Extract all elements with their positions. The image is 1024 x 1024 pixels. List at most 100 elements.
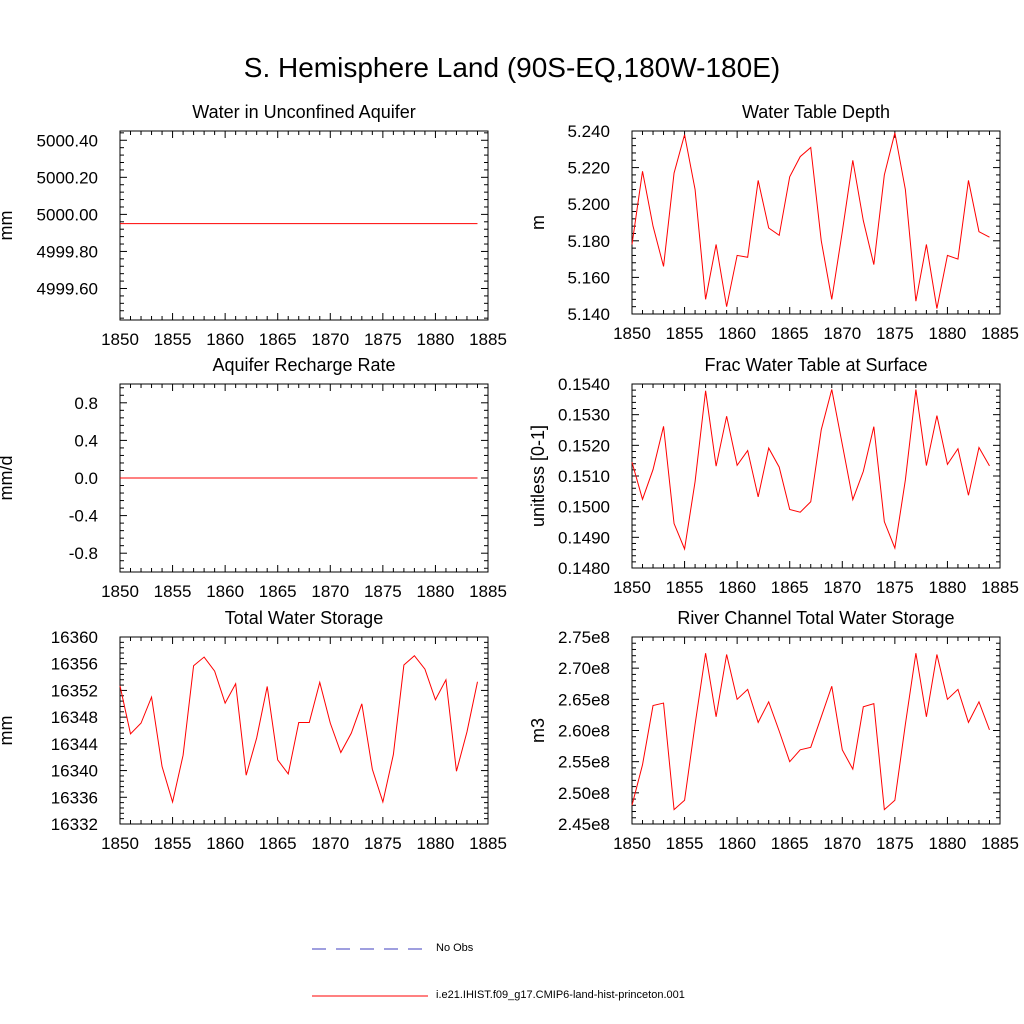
x-tick-label: 1855 <box>154 834 192 853</box>
plot-frame <box>631 636 1001 825</box>
x-tick-label: 1885 <box>469 834 507 853</box>
x-tick-label: 1875 <box>876 834 914 853</box>
x-tick-label: 1870 <box>311 582 349 601</box>
x-tick-label: 1855 <box>154 330 192 349</box>
panel-water-table-depth: Water Table Depth 1850 1855 1860 1865 1870 187… <box>528 102 1019 343</box>
x-tick-label: 1860 <box>718 324 756 343</box>
y-tick-label: 2.65e8 <box>558 690 610 709</box>
y-tick-label: 0.0 <box>74 469 98 488</box>
x-tick-label: 1875 <box>876 324 914 343</box>
y-tick-label: 0.1510 <box>558 467 610 486</box>
x-tick-label: 1870 <box>311 834 349 853</box>
y-tick-label: -0.8 <box>69 544 98 563</box>
x-tick-label: 1870 <box>823 834 861 853</box>
x-tick-label: 1875 <box>364 834 402 853</box>
x-tick-label: 1860 <box>206 330 244 349</box>
x-tick-label: 1860 <box>206 834 244 853</box>
y-axis-label: mm <box>0 211 16 241</box>
y-tick-label: 16348 <box>51 708 98 727</box>
x-tick-label: 1850 <box>101 330 139 349</box>
panel-title: Water Table Depth <box>742 102 890 122</box>
series-line <box>631 389 990 551</box>
y-tick-label: 16356 <box>51 655 98 674</box>
x-tick-label: 1865 <box>771 578 809 597</box>
series-line <box>119 654 478 804</box>
x-tick-label: 1880 <box>417 834 455 853</box>
panel-title: Total Water Storage <box>225 608 383 628</box>
plot-frame <box>631 130 1001 315</box>
page-title: S. Hemisphere Land (90S-EQ,180W-180E) <box>243 52 781 83</box>
y-axis-label: mm/d <box>0 456 16 501</box>
y-tick-label: 2.55e8 <box>558 753 610 772</box>
y-tick-label: 2.75e8 <box>558 628 610 647</box>
x-tick-label: 1880 <box>929 578 967 597</box>
y-tick-label: 16340 <box>51 762 98 781</box>
panel-frac-water-table-at-surface: Frac Water Table at Surface 1850 1855 1860 1… <box>528 355 1019 597</box>
panel-river-channel-total-water-storage: River Channel Total Water Storage 1850 185… <box>528 608 1019 853</box>
x-tick-label: 1870 <box>311 330 349 349</box>
y-axis-label: m3 <box>528 718 548 743</box>
y-tick-label: 5000.20 <box>37 168 98 187</box>
x-tick-label: 1865 <box>771 834 809 853</box>
y-tick-label: 5.160 <box>567 268 610 287</box>
x-tick-label: 1850 <box>101 834 139 853</box>
x-tick-label: 1850 <box>101 582 139 601</box>
panel-water-in-unconfined-aquifer: Water in Unconfined Aquifer 1850 1855 1860 1… <box>0 102 507 349</box>
y-tick-label: 0.1480 <box>558 559 610 578</box>
y-axis-label: mm <box>0 716 16 746</box>
y-axis-label: m <box>528 215 548 230</box>
y-tick-label: 5000.40 <box>37 131 98 150</box>
x-tick-label: 1865 <box>259 582 297 601</box>
y-tick-label: 16344 <box>51 735 98 754</box>
x-tick-label: 1885 <box>981 578 1019 597</box>
y-tick-label: 2.50e8 <box>558 784 610 803</box>
x-tick-label: 1885 <box>469 330 507 349</box>
x-tick-label: 1870 <box>823 324 861 343</box>
x-tick-label: 1865 <box>771 324 809 343</box>
y-tick-label: 16332 <box>51 815 98 834</box>
y-tick-label: 0.1500 <box>558 498 610 517</box>
panel-aquifer-recharge-rate: Aquifer Recharge Rate 1850 1855 1860 1865 187… <box>0 355 507 601</box>
y-tick-label: 2.45e8 <box>558 815 610 834</box>
x-tick-label: 1855 <box>666 834 704 853</box>
legend-model-label: i.e21.IHIST.f09_g17.CMIP6-land-hist-prin… <box>436 989 685 1001</box>
y-tick-label: 0.1520 <box>558 436 610 455</box>
y-tick-label: 4999.60 <box>37 280 98 299</box>
y-tick-label: 16352 <box>51 681 98 700</box>
y-tick-label: 16360 <box>51 628 98 647</box>
x-tick-label: 1860 <box>718 834 756 853</box>
x-tick-label: 1855 <box>154 582 192 601</box>
series-line <box>631 132 990 309</box>
legend-obs-label: No Obs <box>436 942 474 954</box>
x-tick-label: 1855 <box>666 578 704 597</box>
y-tick-label: 0.4 <box>74 431 98 450</box>
legend <box>312 948 428 997</box>
plot-frame <box>119 636 489 825</box>
panel-title: Frac Water Table at Surface <box>704 355 927 375</box>
y-tick-label: 5.200 <box>567 195 610 214</box>
x-tick-label: 1870 <box>823 578 861 597</box>
y-tick-label: 2.60e8 <box>558 722 610 741</box>
panel-total-water-storage: Total Water Storage 1850 1855 1860 1865 1870 1… <box>0 608 507 853</box>
y-tick-label: 0.1540 <box>558 375 610 394</box>
plot-frame <box>119 130 489 321</box>
y-tick-label: 5.140 <box>567 305 610 324</box>
y-tick-label: 4999.80 <box>37 242 98 261</box>
panel-title: Water in Unconfined Aquifer <box>192 102 415 122</box>
x-tick-label: 1850 <box>613 578 651 597</box>
panel-title: River Channel Total Water Storage <box>677 608 954 628</box>
x-tick-label: 1860 <box>206 582 244 601</box>
series-line <box>631 653 990 811</box>
x-tick-label: 1885 <box>469 582 507 601</box>
y-tick-label: 5.240 <box>567 122 610 141</box>
x-tick-label: 1855 <box>666 324 704 343</box>
y-tick-label: 16336 <box>51 788 98 807</box>
y-tick-label: 2.70e8 <box>558 659 610 678</box>
y-tick-label: -0.4 <box>69 507 98 526</box>
x-tick-label: 1880 <box>929 324 967 343</box>
plot-frame <box>631 383 1001 569</box>
x-tick-label: 1850 <box>613 324 651 343</box>
y-tick-label: 5000.00 <box>37 205 98 224</box>
panel-title: Aquifer Recharge Rate <box>212 355 395 375</box>
